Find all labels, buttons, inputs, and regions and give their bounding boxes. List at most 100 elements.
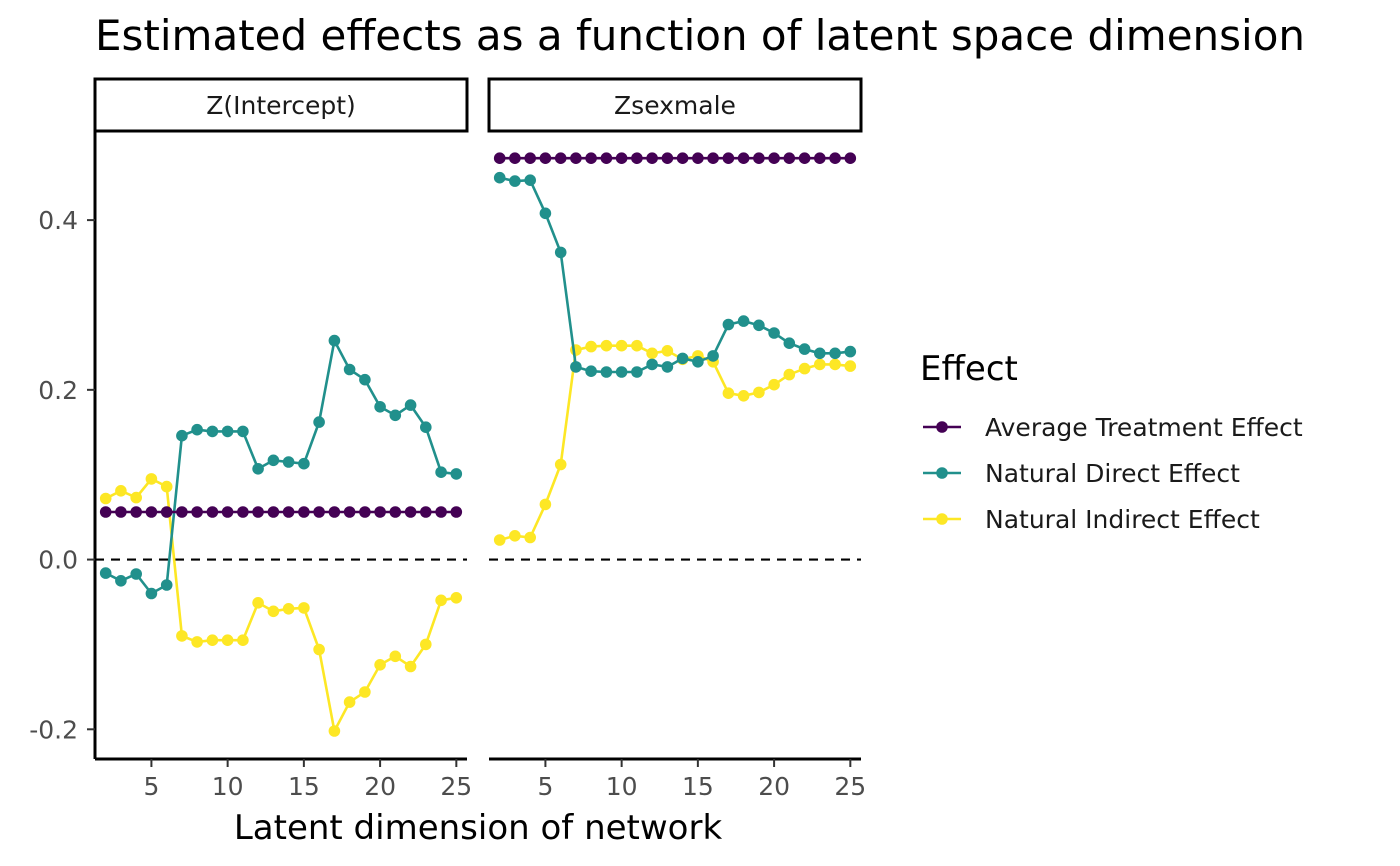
data-point — [267, 506, 280, 518]
data-point — [359, 506, 371, 518]
data-point — [206, 634, 219, 646]
data-point — [206, 506, 219, 518]
data-point — [829, 347, 841, 360]
data-point — [524, 531, 536, 544]
data-point — [722, 318, 735, 331]
data-point — [282, 506, 295, 518]
data-point — [783, 337, 796, 350]
data-point — [374, 506, 386, 518]
y-tick-label: 0.0 — [38, 546, 78, 575]
x-tick-label: 25 — [834, 772, 866, 801]
data-point — [130, 506, 142, 518]
data-point — [676, 152, 689, 164]
data-point — [844, 360, 857, 372]
data-point — [707, 350, 719, 362]
legend-entry-label: Average Treatment Effect — [985, 413, 1303, 442]
data-point — [206, 425, 219, 438]
data-point — [115, 575, 127, 587]
data-point — [631, 152, 643, 164]
data-point — [524, 174, 536, 186]
data-point — [600, 339, 613, 352]
legend: Effect Average Treatment Effect Natural D… — [920, 349, 1303, 534]
data-point — [404, 506, 417, 518]
data-point — [389, 650, 402, 663]
data-point — [661, 345, 674, 357]
x-tick-label: 20 — [758, 772, 790, 801]
data-point — [631, 339, 643, 352]
data-point — [221, 506, 234, 518]
data-point — [176, 506, 188, 518]
data-point — [145, 587, 158, 600]
data-point — [524, 152, 536, 164]
data-point — [328, 506, 341, 518]
data-point — [267, 605, 280, 618]
x-tick-label: 10 — [606, 772, 638, 801]
facet-strip — [93, 77, 469, 133]
data-point — [798, 343, 811, 355]
data-point — [768, 378, 780, 391]
x-tick-label: 20 — [364, 772, 396, 801]
data-point — [509, 152, 521, 164]
x-tick-label: 5 — [537, 772, 553, 801]
data-point — [570, 361, 582, 373]
data-point — [600, 152, 613, 164]
data-point — [389, 506, 402, 518]
data-point — [435, 594, 447, 607]
facet-panel-intercept: Z(Intercept) 5 10 15 20 25 -0.2 0.0 0.2 0.4 — [29, 77, 472, 801]
data-point — [585, 365, 597, 378]
data-point — [509, 530, 521, 542]
data-point — [450, 592, 463, 604]
data-point — [130, 491, 142, 504]
data-point — [615, 152, 628, 164]
data-point — [404, 660, 417, 673]
chart-title: Estimated effects as a function of laten… — [95, 11, 1305, 60]
x-axis-title: Latent dimension of network — [234, 808, 723, 848]
data-point — [539, 207, 552, 220]
data-point — [176, 429, 188, 442]
data-point — [221, 634, 234, 646]
data-point — [554, 152, 567, 164]
data-point — [420, 638, 432, 651]
data-point — [554, 458, 567, 471]
y-tick-label: 0.4 — [38, 206, 78, 235]
data-point — [359, 686, 371, 698]
series-line-natural-direct-effect — [105, 336, 457, 596]
data-point — [221, 425, 234, 438]
data-point — [554, 246, 567, 259]
data-point — [298, 602, 310, 614]
data-point — [420, 506, 432, 518]
data-point — [753, 152, 765, 164]
facet-panel-sexmale: Zsexmale 5 10 15 20 25 — [487, 77, 866, 801]
data-point — [676, 352, 689, 365]
data-point — [570, 152, 582, 164]
data-point — [115, 485, 127, 497]
data-point — [646, 152, 658, 164]
data-point — [844, 152, 857, 164]
facet-strip-label: Z(Intercept) — [206, 91, 356, 120]
data-point — [145, 473, 158, 485]
legend-key-point — [936, 513, 948, 525]
data-point — [737, 315, 750, 327]
legend-key-point — [936, 421, 948, 433]
legend-key-point — [936, 467, 948, 479]
data-point — [615, 366, 628, 378]
x-tick-label: 25 — [440, 772, 472, 801]
data-point — [600, 366, 613, 378]
data-point — [420, 421, 432, 434]
data-point — [343, 363, 356, 376]
data-point — [814, 347, 826, 360]
data-point — [328, 725, 341, 737]
data-point — [722, 387, 735, 400]
data-point — [661, 152, 674, 164]
legend-entry-label: Natural Direct Effect — [985, 459, 1240, 488]
data-point — [493, 171, 506, 184]
data-point — [450, 468, 463, 480]
x-tick-label: 10 — [212, 772, 244, 801]
data-point — [646, 358, 658, 371]
data-point — [753, 386, 765, 399]
data-point — [737, 152, 750, 164]
data-point — [783, 152, 796, 164]
data-point — [509, 175, 521, 187]
data-point — [692, 152, 704, 164]
